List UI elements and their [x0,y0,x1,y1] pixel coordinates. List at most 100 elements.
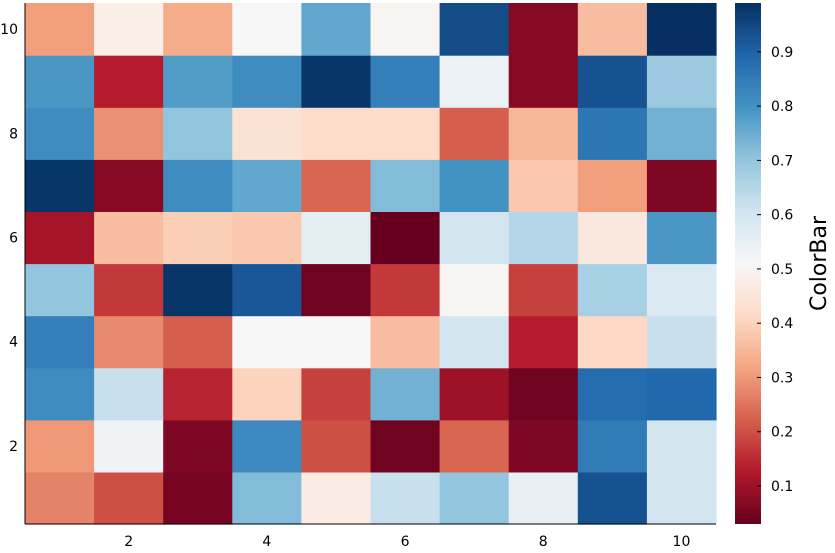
heatmap-cell [508,55,579,108]
heatmap-cell [25,419,95,473]
heatmap-cell [370,55,441,108]
y-tick-label: 10 [0,22,18,38]
heatmap-cell [301,471,372,525]
heatmap-cell [94,159,164,212]
heatmap-cell [301,419,372,473]
heatmap-cell [163,263,233,317]
heatmap-cell [232,55,302,108]
y-tick-label: 2 [9,439,18,455]
heatmap-cell [232,3,302,56]
heatmap-cell [301,211,372,265]
heatmap-cell [370,211,441,265]
heatmap-cell [301,159,372,212]
heatmap-cell [439,471,510,525]
y-tick-label: 6 [9,230,18,246]
heatmap-cell [439,3,510,56]
heatmap-cell [577,107,648,160]
heatmap-cell [646,471,717,525]
x-tick-label: 4 [262,534,271,550]
heatmap-cell [646,419,717,473]
heatmap-cell [370,107,441,160]
heatmap-cell [94,55,164,108]
colorbar-tick-label: 0.9 [771,45,793,61]
colorbar-gradient [735,3,761,524]
heatmap-cell [25,55,95,108]
colorbar-tick-label: 0.5 [771,262,793,278]
colorbar-tick-label: 0.7 [771,153,793,169]
colorbar-tick-label: 0.1 [771,479,793,495]
heatmap-cell [94,263,164,317]
heatmap-cell [370,367,441,421]
x-tick-label: 10 [673,534,691,550]
heatmap-cell [508,263,579,317]
heatmap-cell [94,211,164,265]
heatmap-cell [439,315,510,369]
heatmap-cell [25,367,95,421]
heatmap-cell [577,419,648,473]
heatmap-cell [163,55,233,108]
heatmap-cell [577,315,648,369]
x-tick-label: 8 [539,534,548,550]
heatmap-cell [646,367,717,421]
heatmap-cell [646,3,717,56]
heatmap-cell [301,263,372,317]
colorbar-label: ColorBar [807,215,832,311]
y-axis: 2 4 6 8 10 [0,22,18,455]
heatmap-cell [508,315,579,369]
heatmap-cell [577,211,648,265]
y-tick-label: 8 [9,126,18,142]
heatmap-cell [25,315,95,369]
heatmap-cell [232,367,302,421]
heatmap-cell [508,159,579,212]
heatmap-cell [163,107,233,160]
heatmap-cell [301,3,372,56]
heatmap-cell [439,159,510,212]
colorbar-tick-label: 0.8 [771,99,793,115]
heatmap-cell [646,55,717,108]
heatmap-cell [370,315,441,369]
heatmap-cell [25,471,95,525]
heatmap-cell [646,107,717,160]
heatmap-cell [439,55,510,108]
colorbar: 0.1 0.2 0.3 0.4 0.5 0.6 0.7 0.8 0.9 [735,3,793,524]
heatmap-cell [370,419,441,473]
heatmap-cell [163,367,233,421]
heatmap-cell [577,471,648,525]
heatmap-cell [232,107,302,160]
heatmap-cell [232,263,302,317]
heatmap-cell [646,315,717,369]
heatmap-cell [577,3,648,56]
heatmap-cell [301,107,372,160]
colorbar-tick-label: 0.4 [771,316,793,332]
heatmap-cell [370,3,441,56]
heatmap-cell [94,419,164,473]
heatmap-cell [577,159,648,212]
heatmap-cell [94,3,164,56]
colorbar-tick-label: 0.3 [771,370,793,386]
heatmap-cell [646,263,717,317]
heatmap-cell [301,55,372,108]
heatmap-cell [439,263,510,317]
heatmap-cell [301,315,372,369]
x-tick-label: 6 [401,534,410,550]
heatmap-cell [646,159,717,212]
heatmap-cell [163,419,233,473]
heatmap-cell [94,471,164,525]
x-tick-label: 2 [124,534,133,550]
heatmap-cell [439,211,510,265]
heatmap-cell [25,3,95,56]
heatmap-cell [577,55,648,108]
heatmap-cell [370,159,441,212]
y-tick-label: 4 [9,335,18,351]
heatmap-cell [439,419,510,473]
heatmap-cell [508,107,579,160]
heatmap-cell [301,367,372,421]
heatmap-cell [577,263,648,317]
heatmap-cell [163,315,233,369]
heatmap-cell [232,419,302,473]
heatmap-cell [25,107,95,160]
heatmap-cell [94,315,164,369]
heatmap-cell [508,3,579,56]
heatmap-cell [646,211,717,265]
